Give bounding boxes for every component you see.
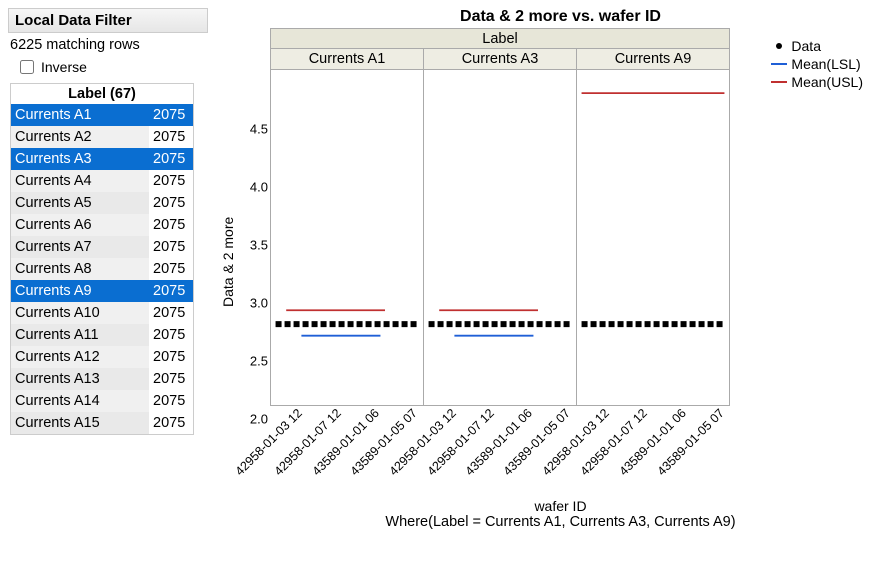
item-name: Currents A11 bbox=[11, 324, 149, 346]
x-tick-group: 42958-01-03 1242958-01-07 1243589-01-01 … bbox=[270, 406, 423, 496]
legend-line-icon bbox=[771, 63, 787, 65]
item-count: 2075 bbox=[149, 412, 193, 434]
item-name: Currents A15 bbox=[11, 412, 149, 434]
y-tick: 3.5 bbox=[250, 238, 268, 253]
item-count: 2075 bbox=[149, 302, 193, 324]
list-item[interactable]: Currents A112075 bbox=[11, 324, 193, 346]
legend-item: Mean(LSL) bbox=[771, 56, 863, 72]
chart-panel[interactable] bbox=[423, 70, 576, 405]
y-axis-label: Data & 2 more bbox=[218, 28, 238, 496]
legend-label: Mean(USL) bbox=[791, 74, 863, 90]
y-tick: 4.0 bbox=[250, 180, 268, 195]
chart-title: Data & 2 more vs. wafer ID bbox=[258, 8, 863, 26]
label-title: Label (67) bbox=[11, 84, 193, 104]
list-item[interactable]: Currents A152075 bbox=[11, 412, 193, 434]
chart-area: Data & 2 more vs. wafer ID Data & 2 more… bbox=[218, 8, 863, 530]
legend-line-icon bbox=[771, 81, 787, 83]
x-tick-group: 42958-01-03 1242958-01-07 1243589-01-01 … bbox=[423, 406, 576, 496]
item-count: 2075 bbox=[149, 104, 193, 126]
item-name: Currents A1 bbox=[11, 104, 149, 126]
panel-super-header: Label bbox=[271, 29, 729, 49]
item-name: Currents A4 bbox=[11, 170, 149, 192]
item-name: Currents A14 bbox=[11, 390, 149, 412]
panel-header: Label Currents A1Currents A3Currents A9 bbox=[270, 28, 730, 70]
y-tick: 4.5 bbox=[250, 122, 268, 137]
y-tick: 2.0 bbox=[250, 411, 268, 426]
item-name: Currents A7 bbox=[11, 236, 149, 258]
legend: Data Mean(LSL) Mean(USL) bbox=[771, 38, 863, 92]
list-item[interactable]: Currents A142075 bbox=[11, 390, 193, 412]
chart-panel[interactable] bbox=[576, 70, 729, 405]
item-name: Currents A12 bbox=[11, 346, 149, 368]
list-item[interactable]: Currents A62075 bbox=[11, 214, 193, 236]
x-tick-group: 42958-01-03 1242958-01-07 1243589-01-01 … bbox=[577, 406, 730, 496]
item-name: Currents A2 bbox=[11, 126, 149, 148]
item-count: 2075 bbox=[149, 280, 193, 302]
list-item[interactable]: Currents A122075 bbox=[11, 346, 193, 368]
panel-label: Currents A1 bbox=[271, 49, 423, 69]
sidebar: Local Data Filter 6225 matching rows Inv… bbox=[8, 8, 208, 530]
item-name: Currents A10 bbox=[11, 302, 149, 324]
item-count: 2075 bbox=[149, 258, 193, 280]
panel-row[interactable] bbox=[270, 70, 730, 406]
legend-item: Mean(USL) bbox=[771, 74, 863, 90]
filter-header[interactable]: Local Data Filter bbox=[8, 8, 208, 33]
x-axis-label: wafer ID bbox=[258, 498, 863, 514]
legend-label: Mean(LSL) bbox=[791, 56, 860, 72]
item-count: 2075 bbox=[149, 390, 193, 412]
list-item[interactable]: Currents A72075 bbox=[11, 236, 193, 258]
item-count: 2075 bbox=[149, 214, 193, 236]
item-count: 2075 bbox=[149, 126, 193, 148]
panel-labels: Currents A1Currents A3Currents A9 bbox=[271, 49, 729, 69]
list-item[interactable]: Currents A42075 bbox=[11, 170, 193, 192]
label-box: Label (67) Currents A12075Currents A2207… bbox=[10, 83, 194, 435]
inverse-checkbox[interactable] bbox=[20, 60, 34, 74]
item-count: 2075 bbox=[149, 170, 193, 192]
list-item[interactable]: Currents A32075 bbox=[11, 148, 193, 170]
item-count: 2075 bbox=[149, 236, 193, 258]
panel-label: Currents A9 bbox=[576, 49, 729, 69]
x-axis: 42958-01-03 1242958-01-07 1243589-01-01 … bbox=[270, 406, 730, 496]
legend-dot-icon bbox=[776, 43, 782, 49]
inverse-label: Inverse bbox=[41, 59, 87, 75]
item-name: Currents A5 bbox=[11, 192, 149, 214]
item-count: 2075 bbox=[149, 148, 193, 170]
legend-item: Data bbox=[771, 38, 863, 54]
matching-rows-text: 6225 matching rows bbox=[10, 37, 206, 53]
legend-label: Data bbox=[791, 38, 821, 54]
chart-panel[interactable] bbox=[271, 70, 423, 405]
item-count: 2075 bbox=[149, 346, 193, 368]
item-name: Currents A8 bbox=[11, 258, 149, 280]
item-name: Currents A6 bbox=[11, 214, 149, 236]
panel-label: Currents A3 bbox=[423, 49, 576, 69]
y-tick: 2.5 bbox=[250, 353, 268, 368]
item-name: Currents A13 bbox=[11, 368, 149, 390]
item-name: Currents A9 bbox=[11, 280, 149, 302]
list-item[interactable]: Currents A82075 bbox=[11, 258, 193, 280]
label-list[interactable]: Currents A12075Currents A22075Currents A… bbox=[11, 104, 193, 434]
list-item[interactable]: Currents A52075 bbox=[11, 192, 193, 214]
inverse-row: Inverse bbox=[16, 57, 206, 77]
list-item[interactable]: Currents A22075 bbox=[11, 126, 193, 148]
list-item[interactable]: Currents A12075 bbox=[11, 104, 193, 126]
where-clause: Where(Label = Currents A1, Currents A3, … bbox=[258, 514, 863, 530]
y-tick: 3.0 bbox=[250, 295, 268, 310]
list-item[interactable]: Currents A102075 bbox=[11, 302, 193, 324]
item-count: 2075 bbox=[149, 368, 193, 390]
list-item[interactable]: Currents A92075 bbox=[11, 280, 193, 302]
item-count: 2075 bbox=[149, 192, 193, 214]
y-axis-ticks: 4.5 4.0 3.5 3.0 2.5 2.0 bbox=[238, 64, 270, 442]
item-count: 2075 bbox=[149, 324, 193, 346]
item-name: Currents A3 bbox=[11, 148, 149, 170]
list-item[interactable]: Currents A132075 bbox=[11, 368, 193, 390]
panels-wrap: Label Currents A1Currents A3Currents A9 … bbox=[270, 28, 730, 496]
